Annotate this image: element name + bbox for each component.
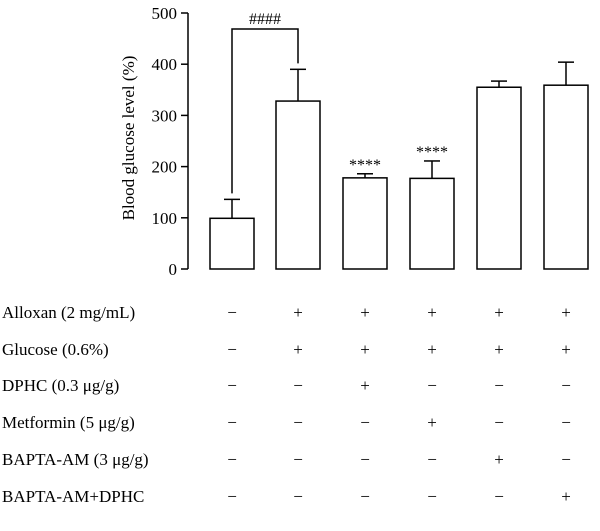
treatment-mark: + — [494, 340, 504, 359]
treatment-row: Metformin (5 μg/g) − − − + − − — [0, 413, 600, 443]
y-tick-label: 300 — [152, 106, 178, 125]
treatment-mark: + — [427, 303, 437, 322]
bar — [543, 84, 589, 270]
treatment-mark: + — [561, 303, 571, 322]
treatment-label: Alloxan (2 mg/mL) — [2, 303, 136, 322]
treatment-mark: + — [494, 303, 504, 322]
treatment-mark: + — [427, 340, 437, 359]
treatment-mark: − — [293, 450, 303, 469]
bar — [209, 217, 255, 270]
treatment-mark: − — [427, 450, 437, 469]
treatment-mark: − — [293, 413, 303, 432]
treatment-mark: + — [293, 340, 303, 359]
treatment-mark: − — [227, 303, 237, 322]
y-tick-label: 200 — [152, 158, 178, 177]
significance-label: #### — [249, 11, 281, 28]
treatment-mark: − — [227, 413, 237, 432]
y-axis-label: Blood glucose level (%) — [119, 56, 138, 221]
treatment-row: BAPTA-AM (3 μg/g) − − − − + − — [0, 450, 600, 480]
treatment-mark: − — [293, 376, 303, 395]
treatment-mark: − — [427, 376, 437, 395]
treatment-mark: + — [561, 487, 571, 506]
treatment-label: Metformin (5 μg/g) — [2, 413, 135, 432]
bar-chart: Blood glucose level (%) 0 100 200 300 400 500… — [119, 4, 589, 279]
treatment-mark: − — [494, 376, 504, 395]
treatment-mark: − — [427, 487, 437, 506]
treatment-mark: − — [227, 450, 237, 469]
treatment-row: BAPTA-AM+DPHC − − − − − + — [0, 487, 600, 517]
treatment-mark: + — [360, 340, 370, 359]
treatment-mark: − — [494, 413, 504, 432]
treatment-label: BAPTA-AM (3 μg/g) — [2, 450, 149, 469]
treatment-mark: − — [293, 487, 303, 506]
treatment-mark: + — [293, 303, 303, 322]
treatment-mark: + — [494, 450, 504, 469]
treatment-mark: − — [360, 487, 370, 506]
treatment-mark: − — [227, 376, 237, 395]
bar — [275, 100, 321, 270]
treatment-row: Alloxan (2 mg/mL) − + + + + + — [0, 303, 600, 333]
treatment-mark: + — [427, 413, 437, 432]
treatment-mark: − — [561, 376, 571, 395]
significance-label: **** — [349, 157, 381, 174]
treatment-mark: − — [494, 487, 504, 506]
treatment-mark: − — [360, 450, 370, 469]
significance-bracket — [231, 28, 299, 194]
bar — [342, 177, 388, 270]
treatment-mark: − — [561, 450, 571, 469]
treatment-label: BAPTA-AM+DPHC — [2, 487, 145, 506]
y-tick-label: 400 — [152, 55, 178, 74]
significance-label: **** — [416, 144, 448, 161]
y-tick-label: 0 — [169, 260, 178, 279]
treatment-mark: + — [360, 376, 370, 395]
y-tick-label: 500 — [152, 4, 178, 23]
treatment-label: DPHC (0.3 μg/g) — [2, 376, 120, 395]
treatment-row: DPHC (0.3 μg/g) − − + − − − — [0, 376, 600, 406]
treatment-row: Glucose (0.6%) − + + + + + — [0, 340, 600, 370]
treatment-mark: + — [360, 303, 370, 322]
treatment-label: Glucose (0.6%) — [2, 340, 109, 359]
treatment-mark: − — [561, 413, 571, 432]
bar — [476, 86, 522, 270]
treatment-mark: + — [561, 340, 571, 359]
treatment-mark: − — [227, 340, 237, 359]
treatment-mark: − — [227, 487, 237, 506]
y-tick-label: 100 — [152, 209, 178, 228]
bar — [409, 177, 455, 270]
treatment-mark: − — [360, 413, 370, 432]
